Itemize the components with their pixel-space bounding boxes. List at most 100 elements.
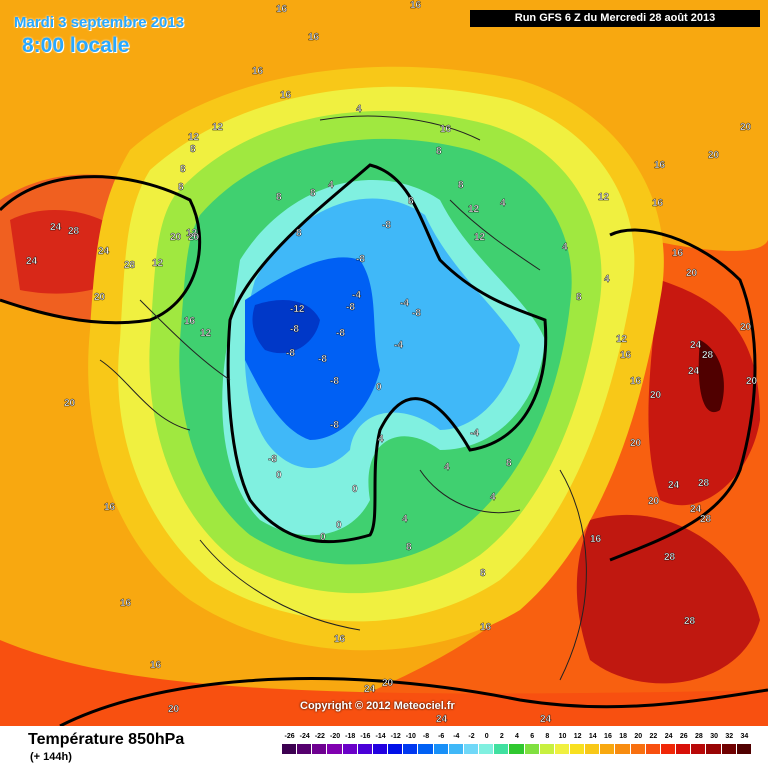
contour-label: 20 bbox=[94, 292, 106, 303]
contour-label: 24 bbox=[688, 366, 700, 377]
contour-label: 12 bbox=[188, 132, 200, 143]
legend-footer: Température 850hPa (+ 144h) -26 -24 -22 -20… bbox=[0, 726, 768, 768]
scale-swatch bbox=[615, 744, 631, 754]
contour-label: 24 bbox=[540, 714, 552, 725]
contour-label: 16 bbox=[480, 622, 492, 633]
contour-label: 16 bbox=[440, 124, 452, 135]
contour-label: 8 bbox=[576, 292, 582, 303]
contour-label: 28 bbox=[664, 552, 676, 563]
contour-label: -8 bbox=[336, 328, 345, 339]
contour-label: 4 bbox=[378, 434, 384, 445]
scale-tick-label: -26 bbox=[284, 733, 295, 740]
scale-swatch bbox=[569, 744, 586, 754]
scale-tick-label: 34 bbox=[740, 733, 749, 740]
contour-label: 20 bbox=[740, 122, 752, 133]
scale-swatch bbox=[312, 744, 328, 754]
contour-label: -4 bbox=[352, 290, 361, 301]
scale-swatch bbox=[660, 744, 677, 754]
contour-label: -8 bbox=[268, 454, 277, 465]
contour-label: 12 bbox=[468, 204, 480, 215]
contour-label: 20 bbox=[188, 232, 200, 243]
scale-tick-label: -6 bbox=[438, 733, 445, 740]
scale-swatch bbox=[509, 744, 525, 754]
contour-label: 16 bbox=[334, 634, 346, 645]
scale-tick-label: -14 bbox=[375, 733, 386, 740]
contour-label: 4 bbox=[356, 104, 362, 115]
contour-label: 20 bbox=[168, 704, 180, 715]
scale-swatch bbox=[524, 744, 540, 754]
contour-label: -8 bbox=[382, 220, 391, 231]
contour-label: 24 bbox=[98, 246, 110, 257]
contour-label: 20 bbox=[708, 150, 720, 161]
scale-swatch bbox=[463, 744, 480, 754]
contour-label: 8 bbox=[190, 144, 196, 155]
contour-label: 12 bbox=[186, 228, 198, 239]
scale-swatch bbox=[600, 744, 616, 754]
contour-label: 16 bbox=[280, 90, 292, 101]
scale-tick-label: 12 bbox=[573, 733, 582, 740]
contour-label: 24 bbox=[26, 256, 38, 267]
scale-tick-label: -8 bbox=[422, 733, 430, 740]
contour-label: 8 bbox=[276, 192, 282, 203]
model-run-banner: Run GFS 6 Z du Mercredi 28 août 2013 bbox=[470, 10, 760, 27]
scale-tick-label: 26 bbox=[679, 733, 688, 740]
scale-swatch bbox=[721, 744, 737, 754]
scale-tick-label: 24 bbox=[664, 733, 673, 740]
scale-tick-label: 0 bbox=[484, 733, 489, 740]
contour-label: 20 bbox=[650, 390, 662, 401]
zero-contour bbox=[226, 163, 548, 543]
contour-label: 16 bbox=[630, 376, 642, 387]
scale-swatch bbox=[448, 744, 464, 754]
contour-label: 16 bbox=[252, 66, 264, 77]
contour-label: 4 bbox=[604, 274, 610, 285]
contour-label: 12 bbox=[212, 122, 224, 133]
scale-swatch bbox=[357, 744, 373, 754]
scale-tick-label: 22 bbox=[649, 733, 658, 740]
contour-label: 20 bbox=[170, 232, 182, 243]
contour-label: 8 bbox=[296, 228, 302, 239]
scale-swatch bbox=[388, 744, 404, 754]
contour-label: 20 bbox=[64, 398, 76, 409]
contour-label: 12 bbox=[598, 192, 610, 203]
contour-label: 0 bbox=[352, 484, 358, 495]
contour-label: 16 bbox=[652, 198, 664, 209]
contour-label: 4 bbox=[402, 514, 408, 525]
contour-label: -8 bbox=[318, 354, 327, 365]
contour-label: -8 bbox=[412, 308, 421, 319]
very-hot-south bbox=[576, 514, 760, 684]
contour-label: 4 bbox=[500, 198, 506, 209]
contour-label: 16 bbox=[104, 502, 116, 513]
contour-label: 28 bbox=[698, 478, 710, 489]
contour-label: 8 bbox=[458, 180, 464, 191]
contour-label: 4 bbox=[328, 180, 334, 191]
scale-tick-label: 16 bbox=[604, 733, 612, 740]
scale-tick-label: -4 bbox=[453, 733, 460, 740]
contour-label: 0 bbox=[276, 470, 282, 481]
contour-label: 8 bbox=[408, 196, 414, 207]
variable-title: Température 850hPa bbox=[28, 731, 185, 748]
contour-label: 20 bbox=[382, 678, 394, 689]
contour-label: -8 bbox=[346, 302, 355, 313]
scale-swatch bbox=[676, 744, 692, 754]
contour-label: 16 bbox=[120, 598, 132, 609]
contour-label: 24 bbox=[364, 684, 376, 695]
scale-swatch bbox=[327, 744, 343, 754]
coastline-1 bbox=[99, 359, 587, 681]
scale-tick-label: 14 bbox=[588, 733, 597, 740]
forecast-time: 8:00 locale bbox=[22, 34, 130, 57]
contour-label: 12 bbox=[152, 258, 164, 269]
scale-swatch bbox=[282, 744, 298, 754]
contour-label: 12 bbox=[200, 328, 212, 339]
forecast-date: Mardi 3 septembre 2013 bbox=[14, 14, 185, 31]
scale-tick-label: 28 bbox=[695, 733, 703, 740]
scale-swatch bbox=[736, 744, 752, 754]
scale-tick-label: -12 bbox=[390, 733, 401, 740]
scale-swatch bbox=[297, 744, 313, 754]
contour-label: 24 bbox=[50, 222, 62, 233]
scale-tick-label: -20 bbox=[330, 733, 341, 740]
contour-label: 8 bbox=[406, 542, 412, 553]
scale-tick-label: 30 bbox=[710, 733, 718, 740]
contour-label: 16 bbox=[308, 32, 320, 43]
contour-label: 0 bbox=[336, 520, 342, 531]
